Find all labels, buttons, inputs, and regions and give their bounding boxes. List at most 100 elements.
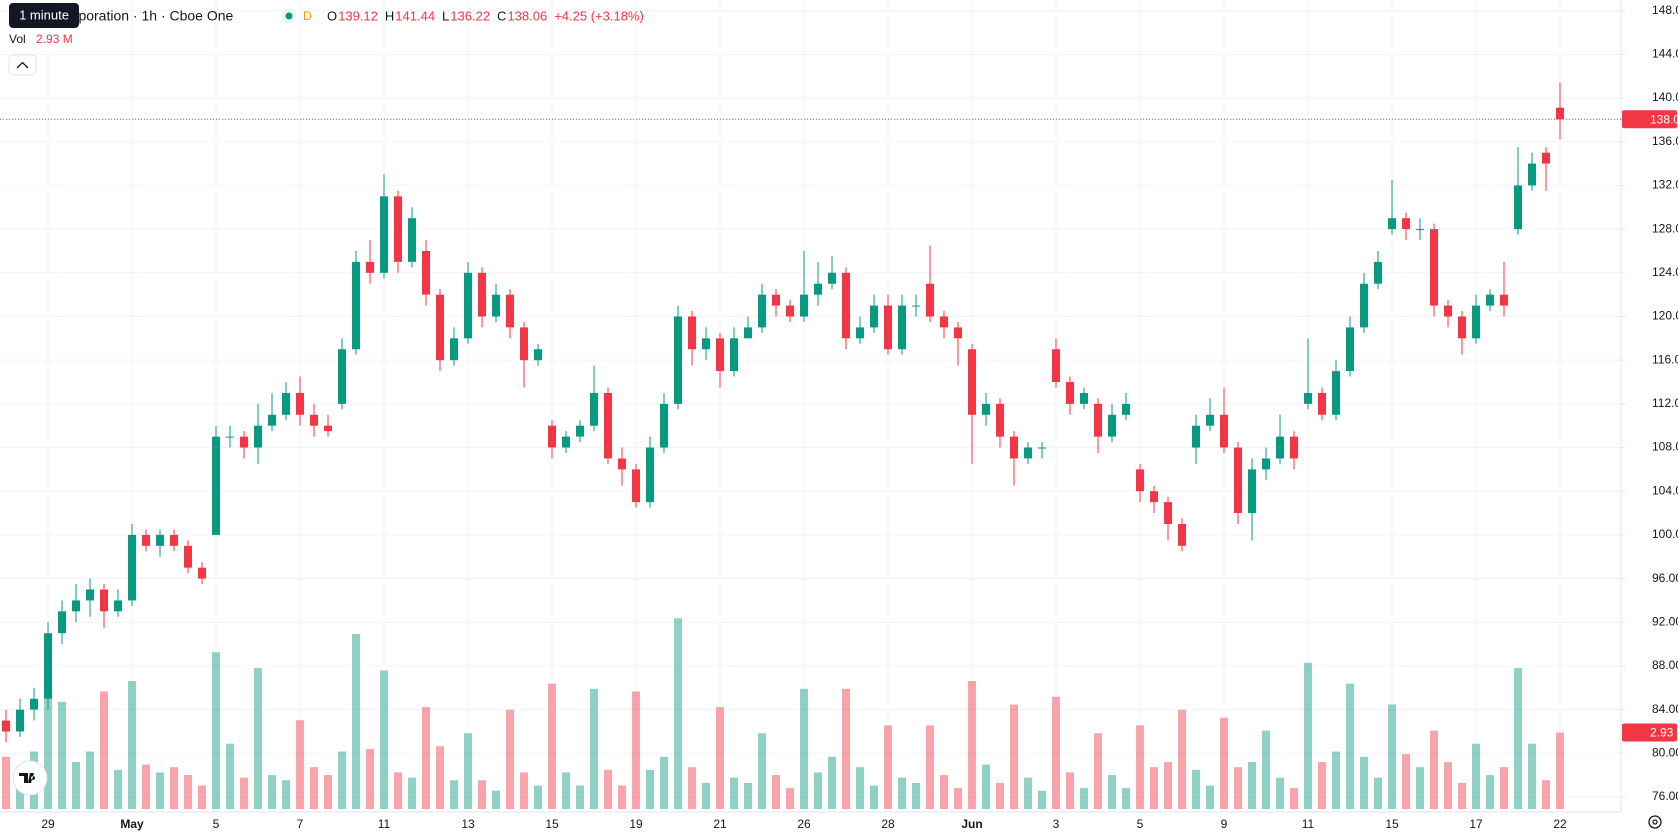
volume-bar xyxy=(254,667,262,809)
ohlc-value: 138.06 xyxy=(507,8,547,23)
volume-bar xyxy=(1038,790,1046,809)
candle-body xyxy=(492,294,500,317)
candle-body xyxy=(1262,458,1270,470)
volume-bar xyxy=(758,733,766,809)
volume-bar xyxy=(114,769,122,809)
ohlc-key: H xyxy=(385,8,394,23)
volume-bar xyxy=(534,785,542,809)
y-tick-label: 108.00 xyxy=(1652,440,1678,454)
axis-layer: 76.00 80.00 84.00 88.00 92.00 96.00 100.00 104.… xyxy=(0,3,1678,831)
volume-bar xyxy=(1374,777,1382,809)
candle-body xyxy=(604,392,612,459)
candle-body xyxy=(268,414,276,426)
volume-bar xyxy=(464,733,472,809)
volume-tag-label: 2.93 M xyxy=(1650,726,1678,740)
y-tick-label: 100.00 xyxy=(1652,527,1678,541)
candle-body xyxy=(520,327,528,361)
volume-bar xyxy=(1290,788,1298,809)
volume-bar xyxy=(1108,775,1116,809)
volume-bar xyxy=(1360,756,1368,809)
candle-body xyxy=(408,218,416,262)
volume-bar xyxy=(1472,743,1480,809)
volume-bar xyxy=(86,751,94,809)
volume-bar xyxy=(646,769,654,809)
volume-bar xyxy=(1318,761,1326,809)
candle-body xyxy=(100,589,108,612)
volume-bar xyxy=(492,790,500,809)
settings-icon xyxy=(1652,819,1658,825)
x-tick-label: 5 xyxy=(1137,817,1144,831)
volume-bar xyxy=(1346,683,1354,809)
volume-bar xyxy=(226,743,234,809)
settings-button[interactable] xyxy=(1648,815,1662,829)
volume-bar xyxy=(1486,775,1494,809)
volume-bar xyxy=(814,772,822,809)
candle-body xyxy=(1276,436,1284,459)
volume-bar xyxy=(352,633,360,809)
volume-bar xyxy=(1136,725,1144,809)
candle-body xyxy=(44,633,52,699)
candle-body xyxy=(940,316,948,328)
volume-bar xyxy=(478,780,486,809)
candle-body xyxy=(58,611,66,634)
candle-body xyxy=(814,283,822,295)
candle-body xyxy=(30,698,38,710)
candle-body xyxy=(72,600,80,612)
volume-bar xyxy=(1206,785,1214,809)
candle-body xyxy=(464,272,472,339)
volume-bar xyxy=(1178,709,1186,809)
y-tick-label: 96.00 xyxy=(1652,571,1678,585)
candle-body xyxy=(1178,523,1186,546)
volume-bar xyxy=(1528,743,1536,809)
y-tick-label: 124.00 xyxy=(1652,265,1678,279)
x-tick-label: 9 xyxy=(1221,817,1228,831)
x-tick-label: 3 xyxy=(1053,817,1060,831)
volume-bar xyxy=(1024,777,1032,809)
volume-bar xyxy=(1458,782,1466,809)
y-tick-label: 88.00 xyxy=(1652,658,1678,672)
x-tick-label: 29 xyxy=(41,817,55,831)
candle-body xyxy=(590,392,598,426)
x-tick-label: 22 xyxy=(1553,817,1567,831)
candle-body xyxy=(324,425,332,432)
x-tick-label: 28 xyxy=(881,817,895,831)
collapse-button[interactable] xyxy=(8,54,37,76)
volume-bar xyxy=(198,785,206,809)
y-tick-label: 140.00 xyxy=(1652,90,1678,104)
candle-body xyxy=(1500,294,1508,306)
candle-body xyxy=(800,294,808,317)
volume-bar xyxy=(436,746,444,809)
x-tick-label: 19 xyxy=(629,817,643,831)
candle-body xyxy=(1528,163,1536,186)
volume-bar xyxy=(716,707,724,809)
candle-body xyxy=(548,425,556,448)
candle-body xyxy=(380,196,388,273)
candle-body xyxy=(1136,469,1144,492)
volume-bar xyxy=(1430,730,1438,809)
tooltip-box xyxy=(9,3,79,28)
volume-bar xyxy=(380,670,388,809)
y-tick-label: 76.00 xyxy=(1652,789,1678,803)
y-tick-label: 92.00 xyxy=(1652,614,1678,628)
candle-body xyxy=(450,338,458,361)
candle-body xyxy=(674,316,682,404)
volume-bar xyxy=(506,709,514,809)
candle-body xyxy=(1080,392,1088,404)
volume-bar xyxy=(912,782,920,809)
candle-body xyxy=(856,327,864,339)
candle-body xyxy=(1052,349,1060,383)
candle-body xyxy=(226,436,234,438)
y-tick-label: 132.00 xyxy=(1652,178,1678,192)
candle-body xyxy=(1150,491,1158,503)
volume-bar xyxy=(58,701,66,809)
candle-body xyxy=(996,403,1004,437)
candle-body xyxy=(954,327,962,339)
volume-bar xyxy=(618,785,626,809)
volume-bar xyxy=(1248,761,1256,809)
candle-body xyxy=(772,294,780,306)
volume-bar xyxy=(632,691,640,809)
volume-bar xyxy=(1150,767,1158,809)
ohlc-legend: O 139.12 H 141.44 L 136.22 C 138.06 +4.25 (+3.18… xyxy=(327,8,644,23)
change: +4.25 (+3.18%) xyxy=(554,8,644,23)
